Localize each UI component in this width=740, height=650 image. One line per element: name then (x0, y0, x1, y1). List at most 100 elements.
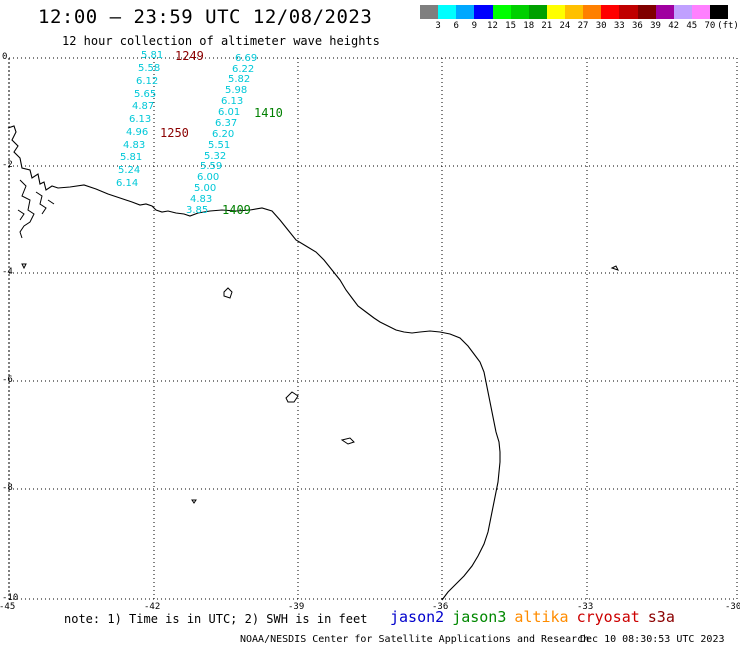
legend-label: 12 (487, 21, 498, 31)
color-scale-legend (420, 5, 729, 19)
legend-swatch (673, 5, 692, 19)
page-subtitle: 12 hour collection of altimeter wave hei… (62, 34, 380, 48)
legend-swatch (655, 5, 674, 19)
legend-swatch (691, 5, 710, 19)
wave-height-value: 6.14 (116, 178, 139, 189)
pass-time-1250: 1250 (160, 126, 189, 140)
wave-height-value: 6.20 (212, 129, 235, 140)
wave-height-value: 5.82 (228, 74, 251, 85)
satellite-legend-item: jason3 (452, 608, 507, 626)
island-small-4 (191, 499, 197, 504)
lat-lon-grid (8, 57, 737, 599)
wave-height-value: 6.12 (136, 76, 159, 87)
island-atol-das-rocas (223, 287, 233, 299)
legend-swatch (546, 5, 565, 19)
legend-label: 45 (686, 21, 698, 31)
wave-height-value: 5.65 (134, 89, 157, 100)
lat-label: -8 (2, 483, 13, 493)
legend-swatch (565, 5, 584, 19)
island-small-1 (340, 437, 355, 445)
footer-note: note: 1) Time is in UTC; 2) SWH is in fe… (64, 612, 368, 626)
lon-label: -30 (725, 602, 740, 612)
wave-height-value: 6.69 (235, 53, 258, 64)
credit-line: NOAA/NESDIS Center for Satellite Applica… (240, 634, 590, 645)
wave-height-value: 5.98 (225, 85, 248, 96)
coastline-amazon-delta (17, 179, 55, 239)
lon-label: -42 (144, 602, 161, 612)
pass-time-1410: 1410 (254, 106, 283, 120)
legend-swatch (474, 5, 493, 19)
legend-label: 15 (505, 21, 516, 31)
wave-height-value: 6.01 (218, 107, 241, 118)
wave-height-value: 5.81 (141, 50, 164, 61)
lat-label: 0 (2, 52, 8, 62)
lat-label: -6 (2, 375, 13, 385)
legend-swatch (710, 5, 729, 19)
legend-label: 24 (559, 21, 571, 31)
pass-time-1409: 1409 (222, 203, 251, 217)
satellite-legend-item: altika (514, 608, 569, 626)
page-title: 12:00 – 23:59 UTC 12/08/2023 (38, 6, 373, 28)
wave-height-value: 4.83 (190, 194, 213, 205)
wave-height-value: 4.83 (123, 140, 146, 151)
wave-height-value: 5.00 (194, 183, 217, 194)
wave-height-value: 5.81 (120, 152, 143, 163)
wave-height-value: 6.22 (232, 64, 255, 75)
legend-swatch (456, 5, 475, 19)
island-small-3 (21, 263, 27, 270)
legend-swatch (492, 5, 511, 19)
legend-swatch (637, 5, 656, 19)
legend-label: 21 (541, 21, 553, 31)
wave-height-value: 4.96 (126, 127, 149, 138)
legend-label: 42 (668, 21, 680, 31)
legend-label: 70 (704, 21, 716, 31)
legend-label: 6 (453, 21, 459, 31)
pass-time-1249: 1249 (175, 49, 204, 63)
wave-height-value: 6.37 (215, 118, 238, 129)
lon-label: -39 (288, 602, 305, 612)
legend-swatch (583, 5, 602, 19)
legend-label: 33 (613, 21, 625, 31)
coastline-brazil (7, 125, 501, 601)
legend-label: 18 (523, 21, 535, 31)
legend-swatch (438, 5, 457, 19)
wave-height-value: 5.51 (208, 140, 231, 151)
lon-label: -36 (432, 602, 449, 612)
wave-height-value: 4.87 (132, 101, 155, 112)
generated-timestamp: Dec 10 08:30:53 UTC 2023 (580, 634, 725, 645)
wave-height-value: 5.59 (200, 161, 223, 172)
satellite-legend-item: cryosat (576, 608, 640, 626)
legend-swatch (619, 5, 638, 19)
satellite-legend-item: jason2 (390, 608, 445, 626)
lat-label: -4 (2, 267, 13, 277)
satellite-legend-item: s3a (647, 608, 675, 626)
legend-label: 3 (435, 21, 441, 31)
lat-label: -10 (2, 593, 19, 603)
legend-label: 27 (577, 21, 589, 31)
lon-label: -45 (0, 602, 16, 612)
satellite-legend: jason2 jason3 altika cryosat s3a (390, 608, 683, 626)
wave-height-value: 6.00 (197, 172, 220, 183)
wave-height-value: 5.24 (118, 165, 141, 176)
legend-swatch (528, 5, 547, 19)
lon-label: -33 (577, 602, 594, 612)
legend-label: (ft) (717, 21, 739, 31)
island-fernando-de-noronha (285, 391, 299, 403)
legend-swatch (420, 5, 439, 19)
legend-label: 9 (471, 21, 478, 31)
lat-label: -2 (2, 160, 13, 170)
map-frame (8, 57, 738, 600)
wave-height-value: 6.13 (221, 96, 244, 107)
color-scale-labels: 3 6 9 12 15 18 21 24 27 30 33 36 39 42 45 70 (ft) (420, 21, 738, 33)
legend-label: 36 (631, 21, 643, 31)
wave-height-value: 5.58 (138, 63, 161, 74)
island-small-2 (610, 265, 619, 271)
wave-height-value: 3.85 (186, 205, 209, 216)
legend-swatch (601, 5, 620, 19)
wave-height-value: 6.13 (129, 114, 152, 125)
legend-label: 30 (595, 21, 607, 31)
legend-swatch (510, 5, 529, 19)
wave-height-value: 5.32 (204, 151, 227, 162)
legend-label: 39 (650, 21, 661, 31)
